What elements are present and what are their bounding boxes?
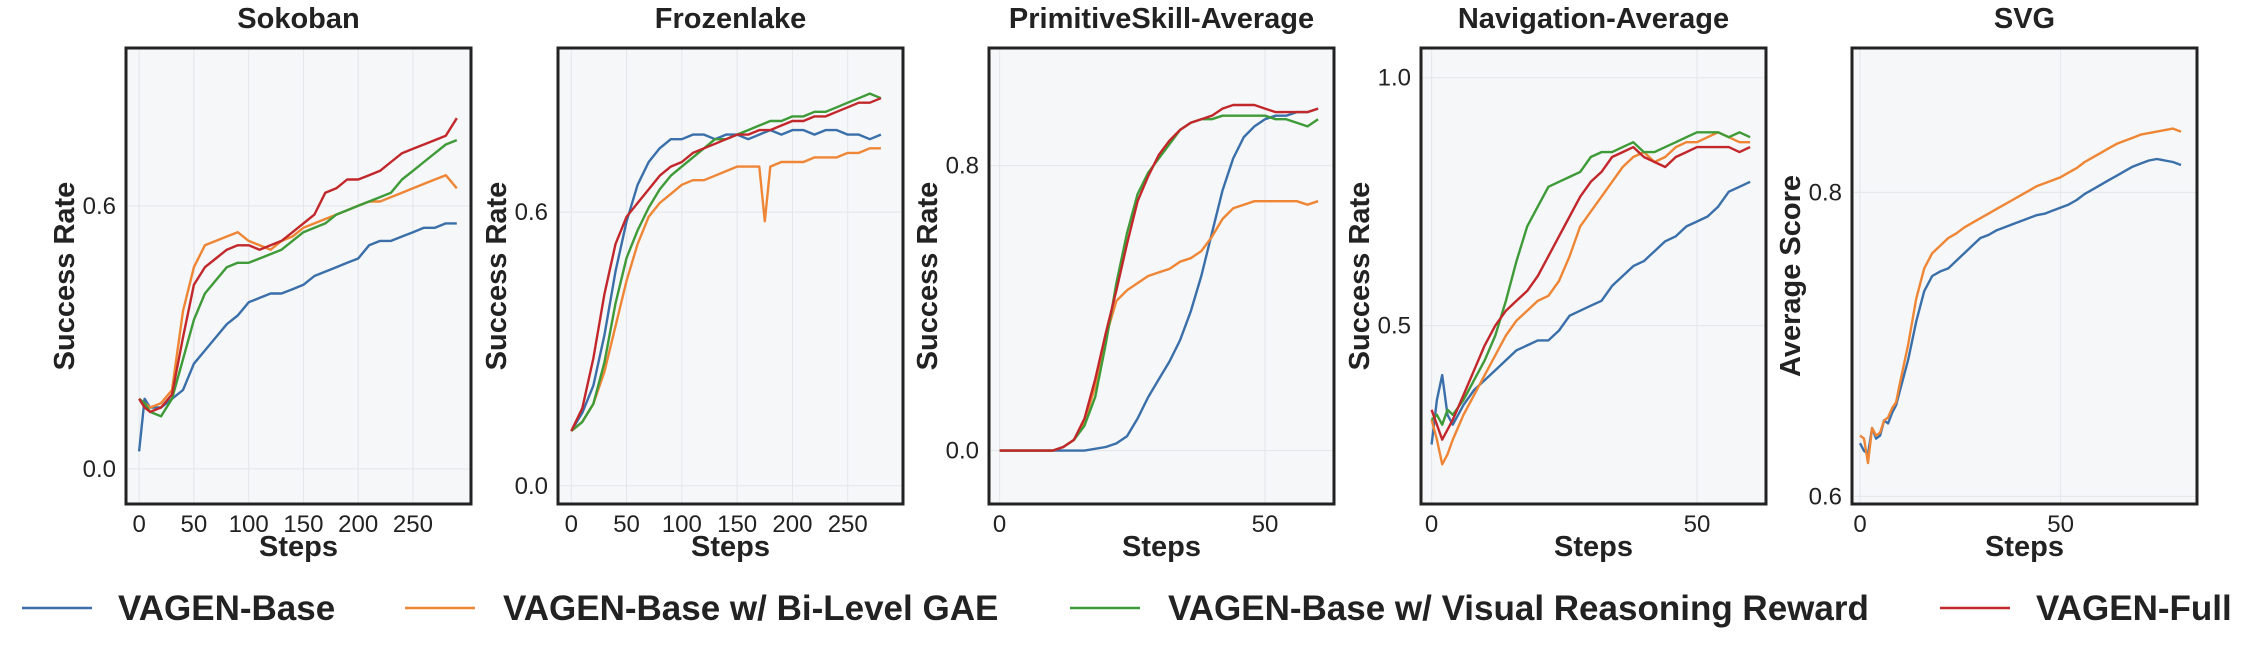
x-tick-label: 50: [1684, 511, 1711, 538]
plot-frame: [1850, 46, 2199, 506]
plot-area: [989, 48, 1334, 504]
series-line-vagen-base: [137, 222, 457, 452]
plot-area: [126, 48, 471, 504]
x-axis-label: Steps: [1985, 531, 2064, 563]
series-line-vagen-base-w-bi-level-gae: [1859, 127, 2182, 465]
series-line-vagen-full: [138, 117, 458, 414]
y-tick-label: 0.8: [946, 153, 979, 180]
y-tick-label: 0.8: [1809, 179, 1842, 206]
x-tick-label: 50: [1252, 511, 1279, 538]
chart-panel-primitiveskill-average: 0 50 0.0 0.8 PrimitiveSkill-Average Steps Succ…: [912, 3, 1336, 563]
series-line-vagen-full: [999, 103, 1319, 452]
legend-label-vagen-base: VAGEN-Base: [118, 589, 335, 628]
x-axis-label: Steps: [1122, 531, 1201, 563]
x-axis-label: Steps: [1554, 531, 1633, 563]
x-tick-label: 0: [565, 511, 578, 538]
y-tick-label: 1.0: [1378, 65, 1411, 92]
x-tick-label: 150: [717, 511, 757, 538]
y-tick-label: 0.6: [515, 199, 548, 226]
y-tick-label: 0.6: [1809, 483, 1842, 510]
x-tick-label: 50: [181, 511, 208, 538]
series-line-vagen-base-w-bi-level-gae: [138, 174, 458, 409]
plot-frame: [1419, 46, 1768, 506]
chart-title: Navigation-Average: [1458, 3, 1729, 35]
chart-panel-svg: 0 50 0.6 0.8 SVG Steps Average Score: [1775, 3, 2199, 563]
series-line-vagen-full: [570, 97, 882, 432]
series-line-vagen-base-w-visual-reasoning-reward: [1430, 131, 1751, 426]
legend-label-visual-reasoning-reward: VAGEN-Base w/ Visual Reasoning Reward: [1168, 589, 1869, 628]
series-line-vagen-base-w-bi-level-gae: [570, 147, 881, 432]
x-tick-label: 100: [662, 511, 702, 538]
x-tick-label: 50: [2047, 511, 2074, 538]
y-tick-label: 0.0: [946, 438, 979, 465]
series-line-vagen-full: [1430, 145, 1751, 441]
y-tick-label: 0.5: [1378, 313, 1411, 340]
y-axis-label: Success Rate: [1344, 182, 1376, 371]
plot-frame: [556, 46, 905, 506]
series-line-vagen-base: [1858, 157, 2182, 455]
x-tick-label: 0: [993, 511, 1006, 538]
series-line-vagen-base-w-visual-reasoning-reward: [138, 138, 458, 418]
legend: VAGEN-Base VAGEN-Base w/ Bi-Level GAE VA…: [22, 589, 2232, 628]
y-axis-label: Success Rate: [912, 182, 944, 371]
y-tick-label: 0.0: [83, 456, 116, 483]
x-tick-label: 150: [283, 511, 323, 538]
chart-title: PrimitiveSkill-Average: [1009, 3, 1314, 35]
x-tick-label: 50: [613, 511, 640, 538]
x-tick-label: 200: [338, 511, 378, 538]
series-line-vagen-base: [999, 107, 1319, 452]
x-tick-label: 0: [1853, 511, 1866, 538]
legend-label-vagen-full: VAGEN-Full: [2036, 589, 2232, 628]
plot-area: [1852, 48, 2197, 504]
plot-area: [1421, 48, 1766, 504]
plot-frame: [124, 46, 473, 506]
chart-title: SVG: [1994, 3, 2055, 35]
series-line-vagen-base-w-bi-level-gae: [1430, 131, 1751, 466]
x-axis-label: Steps: [691, 531, 770, 563]
y-tick-label: 0.0: [515, 473, 548, 500]
legend-label-bi-level-gae: VAGEN-Base w/ Bi-Level GAE: [503, 589, 998, 628]
series-line-vagen-base: [1430, 180, 1751, 445]
plot-area: [558, 48, 903, 504]
x-tick-label: 0: [1425, 511, 1438, 538]
y-axis-label: Success Rate: [49, 182, 81, 371]
x-tick-label: 250: [828, 511, 868, 538]
chart-panels: 0 50 100 150 200 250 0.0 0.6 Sokoban Steps Success…: [49, 3, 2199, 563]
chart-panel-frozenlake: 0 50 100 150 200 250 0.0 0.6 Frozenlake Steps Succ…: [481, 3, 905, 563]
x-tick-label: 200: [772, 511, 812, 538]
chart-title: Frozenlake: [655, 3, 807, 35]
chart-title: Sokoban: [237, 3, 359, 35]
y-axis-label: Success Rate: [481, 182, 513, 371]
y-axis-label: Average Score: [1775, 175, 1807, 377]
plot-frame: [987, 46, 1336, 506]
chart-panel-navigation-average: 0 50 0.5 1.0 Navigation-Average Steps Success …: [1344, 3, 1768, 563]
x-axis-label: Steps: [259, 531, 338, 563]
chart-panel-sokoban: 0 50 100 150 200 250 0.0 0.6 Sokoban Steps Success…: [49, 3, 473, 563]
x-tick-label: 250: [393, 511, 433, 538]
x-tick-label: 0: [132, 511, 145, 538]
x-tick-label: 100: [229, 511, 269, 538]
y-tick-label: 0.6: [83, 193, 116, 220]
series-line-vagen-base: [570, 128, 882, 432]
